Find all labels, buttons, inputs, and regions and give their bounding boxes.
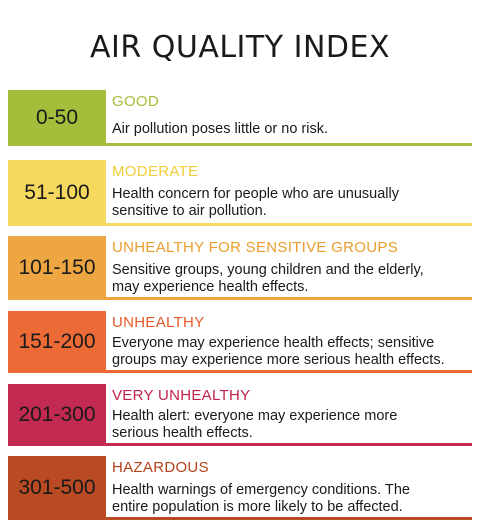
description: Health alert: everyone may experience mo… — [112, 408, 397, 442]
underline-divider — [106, 517, 472, 520]
range-label: 0-50 — [35, 106, 79, 129]
level-label: GOOD — [112, 93, 160, 110]
range-label: 51-100 — [24, 181, 90, 204]
description-line: Air pollution poses little or no risk. — [112, 121, 328, 137]
aqi-row-very-unhealthy: 201-300 VERY UNHEALTHY Health alert: eve… — [8, 384, 472, 446]
range-label: 301-500 — [18, 476, 96, 499]
description-line: serious health effects. — [112, 425, 253, 441]
underline-divider — [106, 370, 472, 373]
description-line: Everyone may experience health effects; … — [112, 335, 435, 351]
description: Health warnings of emergency conditions.… — [112, 482, 410, 516]
description: Everyone may experience health effects; … — [112, 335, 445, 369]
aqi-row-good: 0-50 GOOD Air pollution poses little or … — [8, 90, 472, 146]
range-box: 101-150 — [8, 236, 106, 300]
level-label: MODERATE — [112, 163, 199, 180]
range-box: 201-300 — [8, 384, 106, 446]
description-line: Sensitive groups, young children and the… — [112, 262, 424, 278]
description-line: may experience health effects. — [112, 279, 309, 295]
level-label: UNHEALTHY — [112, 314, 205, 331]
range-label: 151-200 — [18, 330, 96, 353]
underline-divider — [106, 297, 472, 300]
underline-divider — [106, 143, 472, 146]
description-line: entire population is more likely to be a… — [112, 499, 403, 515]
aqi-row-moderate: 51-100 MODERATE Health concern for peopl… — [8, 160, 472, 226]
description: Health concern for people who are unusua… — [112, 186, 399, 220]
range-box: 51-100 — [8, 160, 106, 226]
description-line: groups may experience more serious healt… — [112, 352, 445, 368]
aqi-row-unhealthy-sensitive: 101-150 UNHEALTHY FOR SENSITIVE GROUPS S… — [8, 236, 472, 300]
level-label: VERY UNHEALTHY — [112, 387, 251, 404]
description-line: Health concern for people who are unusua… — [112, 186, 399, 202]
description-line: sensitive to air pollution. — [112, 203, 267, 219]
underline-divider — [106, 223, 472, 226]
description-line: Health alert: everyone may experience mo… — [112, 408, 398, 424]
page-title: AIR QUALITY INDEX — [90, 30, 390, 65]
underline-divider — [106, 443, 472, 446]
range-label: 101-150 — [18, 256, 96, 279]
description: Sensitive groups, young children and the… — [112, 262, 424, 296]
description-line: Health warnings of emergency conditions.… — [112, 482, 410, 498]
description: Air pollution poses little or no risk. — [112, 121, 328, 138]
range-label: 201-300 — [18, 403, 96, 426]
range-box: 151-200 — [8, 311, 106, 373]
range-box: 301-500 — [8, 456, 106, 520]
range-box: 0-50 — [8, 90, 106, 146]
aqi-row-unhealthy: 151-200 UNHEALTHY Everyone may experienc… — [8, 311, 472, 373]
level-label: HAZARDOUS — [112, 459, 209, 476]
aqi-row-hazardous: 301-500 HAZARDOUS Health warnings of eme… — [8, 456, 472, 520]
level-label: UNHEALTHY FOR SENSITIVE GROUPS — [112, 239, 398, 256]
